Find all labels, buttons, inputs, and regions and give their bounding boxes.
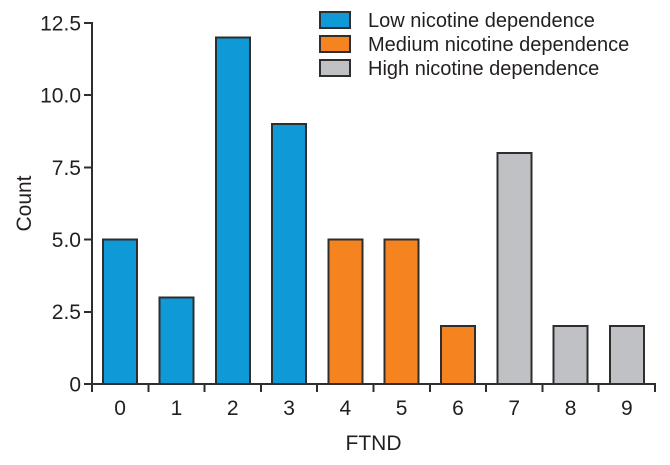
bar-low-0 [102,238,139,385]
legend-label-medium: Medium nicotine dependence [368,34,629,56]
y-tick-label: 10.0 [40,85,81,108]
bar-high-8 [552,325,589,385]
x-tick-label: 6 [452,397,464,420]
legend-label-high: High nicotine dependence [368,58,599,80]
bar-high-7 [496,151,533,385]
bar-low-2 [214,36,251,385]
y-tick-label: 0 [69,373,81,396]
y-tick-label: 7.5 [52,157,81,180]
x-tick-label: 7 [508,397,520,420]
y-tick-label: 5.0 [52,229,81,252]
legend-swatch-low [319,11,351,29]
legend-swatch-medium [319,35,351,53]
bar-medium-6 [439,325,476,385]
legend-label-low: Low nicotine dependence [368,10,595,32]
x-axis-title: FTND [346,432,402,455]
bar-medium-5 [383,238,420,385]
bar-high-9 [608,325,645,385]
x-tick-label: 3 [283,397,295,420]
x-tick-label: 1 [171,397,183,420]
x-tick-label: 9 [621,397,633,420]
x-tick-label: 4 [340,397,352,420]
x-tick-label: 8 [565,397,577,420]
x-tick-label: 5 [396,397,408,420]
y-tick-label: 12.5 [40,12,81,35]
y-tick-label: 2.5 [52,301,81,324]
legend-swatch-high [319,59,351,77]
bar-low-3 [271,123,308,386]
y-axis-title: Count [13,175,36,231]
x-tick-label: 2 [227,397,239,420]
bar-medium-4 [327,238,364,385]
bar-low-1 [158,296,195,385]
x-tick-label: 0 [114,397,126,420]
